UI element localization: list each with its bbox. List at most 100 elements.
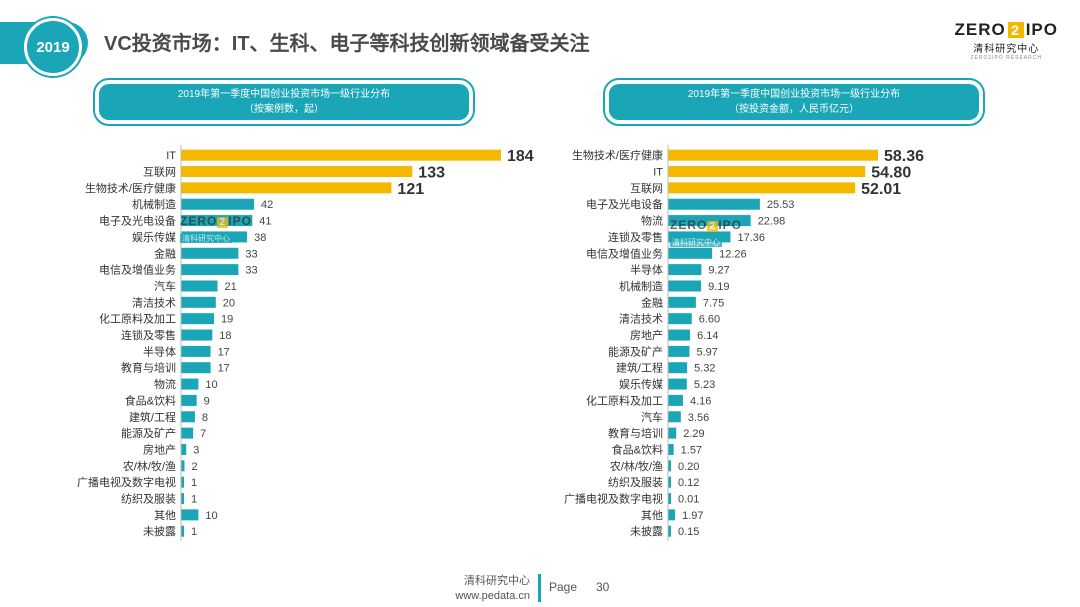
- data-label: 0.12: [678, 477, 699, 489]
- data-label: 6.14: [697, 330, 718, 342]
- category-label: 金融: [154, 246, 176, 260]
- data-label: 12.26: [719, 248, 747, 260]
- bar: [668, 296, 696, 308]
- data-label: 5.23: [694, 379, 715, 391]
- data-label: 121: [397, 181, 424, 198]
- bar: [181, 166, 413, 178]
- data-label: 6.60: [699, 314, 720, 326]
- left-chart-title: 2019年第一季度中国创业投资市场一级行业分布: [177, 89, 391, 100]
- bar: [181, 149, 501, 161]
- bar: [668, 198, 760, 210]
- category-label: 食品&饮料: [125, 393, 176, 407]
- data-label: 2: [191, 461, 197, 473]
- data-label: 33: [245, 265, 257, 277]
- data-label: 1: [191, 494, 197, 506]
- bar: [181, 345, 211, 357]
- bar: [181, 198, 255, 210]
- category-label: 未披露: [630, 524, 663, 538]
- left-chart-subtitle: （按案例数，起）: [244, 104, 324, 115]
- footer-divider: [538, 574, 541, 602]
- data-label: 17: [218, 363, 230, 375]
- data-label: 3.56: [688, 412, 709, 424]
- bar: [668, 149, 878, 161]
- data-label: 2.29: [683, 428, 704, 440]
- data-label: 1.97: [682, 510, 703, 522]
- category-label: 教育与培训: [608, 426, 663, 440]
- bar: [668, 362, 688, 374]
- bar: [668, 182, 856, 194]
- category-label: 纺织及服装: [608, 475, 663, 489]
- logo-left: ZERO: [954, 20, 1006, 39]
- data-label: 5.32: [694, 363, 715, 375]
- category-label: 连锁及零售: [121, 328, 176, 342]
- data-label: 7.75: [703, 297, 724, 309]
- category-label: 其他: [641, 509, 663, 522]
- bar: [181, 280, 218, 292]
- data-label: 9.19: [708, 281, 729, 293]
- logo-subtitle: 清科研究中心: [973, 44, 1040, 55]
- data-label: 41: [259, 216, 271, 228]
- category-label: 化工原料及加工: [586, 393, 663, 407]
- data-label: 184: [507, 148, 534, 165]
- category-label: 建筑/工程: [616, 361, 663, 375]
- data-label: 19: [221, 314, 233, 326]
- category-label: 电子及光电设备: [99, 214, 176, 228]
- watermark-left: ZERO 2 IPO 清科研究中心: [180, 214, 253, 243]
- category-label: 物流: [641, 214, 663, 228]
- category-label: 建筑/工程: [129, 410, 176, 424]
- data-label: 21: [225, 281, 237, 293]
- left-chart-header: 2019年第一季度中国创业投资市场一级行业分布 （按案例数，起）: [93, 78, 475, 126]
- footer-page-label: Page: [549, 580, 578, 594]
- data-label: 7: [200, 428, 206, 440]
- category-label: 广播电视及数字电视: [564, 492, 663, 506]
- data-label: 0.20: [678, 461, 699, 473]
- category-label: 生物技术/医疗健康: [85, 181, 176, 195]
- category-label: 机械制造: [132, 197, 176, 211]
- data-label: 33: [245, 248, 257, 260]
- bar: [181, 378, 199, 390]
- category-label: 电子及光电设备: [586, 197, 663, 211]
- data-label: 5.97: [696, 346, 717, 358]
- bar: [668, 215, 751, 227]
- category-label: 电信及增值业务: [586, 246, 663, 260]
- footer-org-name: 清科研究中心: [464, 575, 530, 587]
- category-label: 未披露: [143, 524, 176, 538]
- category-label: 半导体: [143, 344, 176, 358]
- bar: [181, 493, 184, 505]
- footer-url[interactable]: www.pedata.cn: [455, 590, 530, 602]
- bar: [181, 509, 199, 521]
- right-chart-title: 2019年第一季度中国创业投资市场一级行业分布: [687, 89, 901, 100]
- data-label: 0.01: [678, 494, 699, 506]
- category-label: 生物技术/医疗健康: [572, 148, 663, 162]
- category-label: 娱乐传媒: [619, 377, 663, 391]
- category-label: 半导体: [630, 263, 663, 277]
- page-title: VC投资市场：IT、生科、电子等科技创新领域备受关注: [104, 33, 590, 55]
- data-label: 0.15: [678, 526, 699, 538]
- bar: [181, 427, 194, 439]
- data-label: 18: [219, 330, 231, 342]
- bar: [181, 247, 239, 259]
- year-badge: 2019: [24, 18, 82, 76]
- bar: [668, 166, 866, 178]
- category-label: 化工原料及加工: [99, 312, 176, 326]
- bar: [181, 182, 392, 194]
- category-label: 连锁及零售: [608, 230, 663, 244]
- category-label: 互联网: [143, 166, 176, 179]
- bar: [181, 443, 187, 455]
- bar: [668, 231, 731, 243]
- data-label: 38: [254, 232, 266, 244]
- data-label: 17.36: [737, 232, 765, 244]
- category-label: 物流: [154, 377, 176, 391]
- category-label: 食品&饮料: [612, 442, 663, 456]
- data-label: 17: [218, 346, 230, 358]
- data-label: 10: [205, 510, 217, 522]
- bar: [181, 329, 213, 341]
- bar: [668, 427, 677, 439]
- bar: [181, 296, 216, 308]
- footer-page-number: 30: [596, 580, 610, 594]
- data-label: 52.01: [861, 181, 901, 198]
- data-label: 9.27: [708, 265, 729, 277]
- bar: [181, 411, 195, 423]
- bar: [181, 313, 215, 325]
